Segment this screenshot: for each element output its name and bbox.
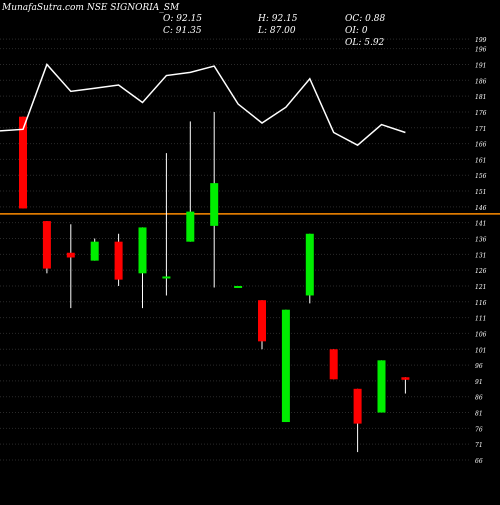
y-tick-label: 66 xyxy=(475,458,483,465)
y-tick-label: 171 xyxy=(475,126,486,133)
y-tick-label: 101 xyxy=(475,347,486,354)
y-tick-label: 96 xyxy=(475,363,483,370)
candle-body xyxy=(19,116,27,209)
candle-body xyxy=(401,377,410,380)
candle-body xyxy=(305,233,314,296)
change-value: OC: 0.88 xyxy=(345,14,386,24)
overlay-line xyxy=(0,63,406,147)
candles xyxy=(19,111,410,453)
y-tick-label: 161 xyxy=(475,157,486,164)
candle-body xyxy=(329,349,338,380)
candle-body xyxy=(281,309,290,423)
candle-body xyxy=(186,211,195,242)
y-tick-label: 121 xyxy=(475,284,486,291)
y-tick-label: 71 xyxy=(475,442,483,449)
y-tick-label: 151 xyxy=(475,189,486,196)
candle-body xyxy=(114,241,123,280)
y-tick-label: 81 xyxy=(475,411,483,418)
candle-body xyxy=(377,360,386,413)
candle-body xyxy=(234,285,243,288)
candle-body xyxy=(66,252,75,258)
y-tick-label: 191 xyxy=(475,62,486,69)
y-tick-label: 186 xyxy=(475,78,487,85)
y-tick-label: 126 xyxy=(475,268,487,275)
low-value: L: 87.00 xyxy=(258,26,296,36)
y-tick-label: 106 xyxy=(475,331,487,338)
candle-body xyxy=(258,300,266,342)
y-tick-label: 156 xyxy=(475,173,487,180)
open-value: O: 92.15 xyxy=(163,14,203,24)
y-tick-label: 111 xyxy=(475,316,486,323)
ol-value: OL: 5.92 xyxy=(345,38,385,48)
y-tick-label: 181 xyxy=(475,94,486,101)
candle-body xyxy=(90,241,99,261)
y-tick-label: 146 xyxy=(475,205,487,212)
y-tick-label: 76 xyxy=(475,426,483,433)
overlay-line-layer xyxy=(0,63,406,147)
close-value: C: 91.35 xyxy=(163,26,202,36)
y-tick-label: 86 xyxy=(475,395,483,402)
y-tick-label: 166 xyxy=(475,142,487,149)
y-tick-label: 199 xyxy=(475,37,487,44)
candle-body xyxy=(210,183,219,226)
y-tick-label: 141 xyxy=(475,221,486,228)
grid xyxy=(0,38,470,461)
y-tick-label: 131 xyxy=(475,252,486,259)
high-value: H: 92.15 xyxy=(258,14,298,24)
candle-body xyxy=(42,221,51,269)
oi-value: OI: 0 xyxy=(345,26,368,36)
y-tick-label: 136 xyxy=(475,237,487,244)
chart-title: MunafaSutra.com NSE SIGNORIA_SM xyxy=(2,3,180,13)
candle-body xyxy=(138,227,147,274)
y-tick-label: 196 xyxy=(475,47,487,54)
candle-body xyxy=(162,276,171,279)
y-axis-ticks: 199 196 191 186 181 176 171 166 161 156 151 146 141 1… xyxy=(475,37,487,465)
candle-body xyxy=(353,388,362,424)
y-tick-label: 176 xyxy=(475,110,487,117)
y-tick-label: 116 xyxy=(475,300,487,307)
y-tick-label: 91 xyxy=(475,379,483,386)
